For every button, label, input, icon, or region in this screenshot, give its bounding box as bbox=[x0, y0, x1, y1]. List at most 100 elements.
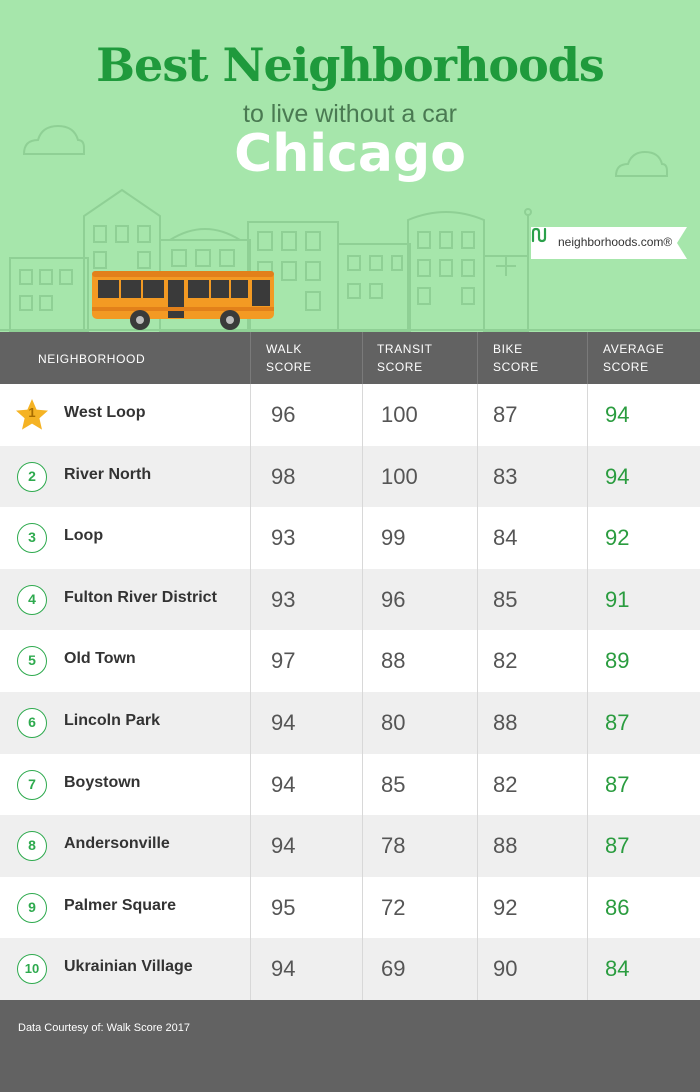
bike-score-value: 84 bbox=[493, 525, 518, 551]
average-score-value: 87 bbox=[605, 771, 630, 797]
rank-number: 1 bbox=[28, 405, 36, 420]
bike-score-value: 82 bbox=[493, 648, 518, 674]
column-divider bbox=[587, 938, 588, 1000]
column-divider bbox=[362, 815, 363, 877]
column-divider bbox=[250, 332, 251, 384]
column-divider bbox=[477, 938, 478, 1000]
neighborhood-name: Lincoln Park bbox=[64, 711, 161, 729]
transit-score-value: 99 bbox=[381, 525, 406, 551]
walk-score-value: 94 bbox=[271, 709, 296, 735]
neighborhood-name: West Loop bbox=[64, 404, 146, 421]
neighborhoods-logo-icon bbox=[531, 227, 547, 243]
column-divider bbox=[587, 507, 588, 569]
transit-score-value: 88 bbox=[381, 648, 406, 674]
neighborhood-name: River North bbox=[64, 465, 152, 483]
column-divider bbox=[587, 332, 588, 384]
column-divider bbox=[587, 815, 588, 877]
column-divider bbox=[587, 445, 588, 508]
rank-badge: 6 bbox=[17, 707, 47, 738]
transit-score-value: 78 bbox=[381, 833, 406, 859]
transit-score-value: 72 bbox=[381, 894, 406, 920]
average-score-value: 87 bbox=[605, 709, 630, 735]
column-divider bbox=[477, 691, 478, 754]
page-subtitle: to live without a car bbox=[243, 100, 457, 128]
transit-score-value: 85 bbox=[381, 771, 406, 797]
walk-score-value: 93 bbox=[271, 586, 296, 612]
average-score-value: 94 bbox=[605, 402, 630, 427]
table-row: 7 Boystown 94 85 82 87 bbox=[0, 753, 700, 816]
column-divider bbox=[362, 876, 363, 939]
hero-banner: Best Neighborhoods to live without a car… bbox=[0, 0, 700, 332]
table-row: 1 West Loop 96 100 87 94 bbox=[0, 384, 700, 446]
table-row: 5 Old Town 97 88 82 89 bbox=[0, 630, 700, 692]
neighborhood-name: Old Town bbox=[64, 650, 136, 668]
walk-score-value: 94 bbox=[271, 771, 296, 797]
column-divider bbox=[477, 815, 478, 877]
average-score-value: 91 bbox=[605, 586, 630, 612]
table-body: 1 West Loop 96 100 87 94 2 River North 9… bbox=[0, 384, 700, 1000]
transit-score-value: 100 bbox=[381, 463, 418, 489]
rank-badge: 10 bbox=[17, 954, 47, 985]
average-score-value: 89 bbox=[605, 648, 630, 674]
walk-score-value: 97 bbox=[271, 648, 296, 674]
rank-badge: 3 bbox=[17, 523, 47, 554]
column-divider bbox=[587, 876, 588, 939]
neighborhoods-logo-badge[interactable]: neighborhoods.com® bbox=[531, 227, 687, 259]
column-divider bbox=[362, 568, 363, 631]
table-row: 4 Fulton River District 93 96 85 91 bbox=[0, 568, 700, 631]
column-divider bbox=[587, 691, 588, 754]
average-score-value: 84 bbox=[605, 956, 630, 982]
bike-score-value: 92 bbox=[493, 894, 518, 920]
column-divider bbox=[477, 630, 478, 692]
bike-score-value: 87 bbox=[493, 402, 518, 427]
rank-badge: 7 bbox=[17, 769, 47, 800]
table-row: 8 Andersonville 94 78 88 87 bbox=[0, 815, 700, 877]
column-divider bbox=[362, 384, 363, 446]
walk-score-value: 94 bbox=[271, 956, 296, 982]
column-header-average-score: AVERAGE SCORE bbox=[603, 342, 665, 374]
table-row: 9 Palmer Square 95 72 92 86 bbox=[0, 876, 700, 939]
column-divider bbox=[362, 691, 363, 754]
column-divider bbox=[250, 753, 251, 816]
table-row: 10 Ukrainian Village 94 69 90 84 bbox=[0, 938, 700, 1000]
column-divider bbox=[362, 938, 363, 1000]
walk-score-value: 95 bbox=[271, 894, 296, 920]
column-divider bbox=[477, 753, 478, 816]
transit-score-value: 96 bbox=[381, 586, 406, 612]
transit-score-value: 100 bbox=[381, 402, 418, 427]
walk-score-value: 96 bbox=[271, 402, 296, 427]
city-name: Chicago bbox=[234, 124, 466, 184]
star-icon bbox=[16, 399, 48, 430]
walk-score-value: 94 bbox=[271, 833, 296, 859]
table-row: 6 Lincoln Park 94 80 88 87 bbox=[0, 691, 700, 754]
rank-badge: 9 bbox=[17, 892, 47, 923]
neighborhood-name: Boystown bbox=[64, 773, 141, 791]
column-divider bbox=[477, 445, 478, 508]
neighborhood-name: Fulton River District bbox=[64, 588, 217, 606]
average-score-value: 86 bbox=[605, 894, 630, 920]
column-divider bbox=[362, 445, 363, 508]
neighborhood-name: Loop bbox=[64, 527, 104, 545]
badge-shape bbox=[531, 227, 687, 259]
neighborhood-name: Andersonville bbox=[64, 835, 170, 853]
column-divider bbox=[477, 332, 478, 384]
column-divider bbox=[587, 384, 588, 446]
page-title: Best Neighborhoods bbox=[96, 38, 605, 92]
table-row: 3 Loop 93 99 84 92 bbox=[0, 507, 700, 569]
column-divider bbox=[250, 630, 251, 692]
column-divider bbox=[477, 876, 478, 939]
column-divider bbox=[362, 507, 363, 569]
bike-score-value: 88 bbox=[493, 709, 518, 735]
bike-score-value: 90 bbox=[493, 956, 518, 982]
column-divider bbox=[477, 384, 478, 446]
column-divider bbox=[250, 876, 251, 939]
column-divider bbox=[250, 384, 251, 446]
neighborhood-name: Palmer Square bbox=[64, 896, 177, 914]
column-divider bbox=[362, 630, 363, 692]
bike-score-value: 88 bbox=[493, 833, 518, 859]
column-divider bbox=[362, 753, 363, 816]
column-divider bbox=[250, 568, 251, 631]
column-header-neighborhood: NEIGHBORHOOD bbox=[38, 352, 146, 366]
column-divider bbox=[250, 938, 251, 1000]
table-row: 2 River North 98 100 83 94 bbox=[0, 445, 700, 508]
